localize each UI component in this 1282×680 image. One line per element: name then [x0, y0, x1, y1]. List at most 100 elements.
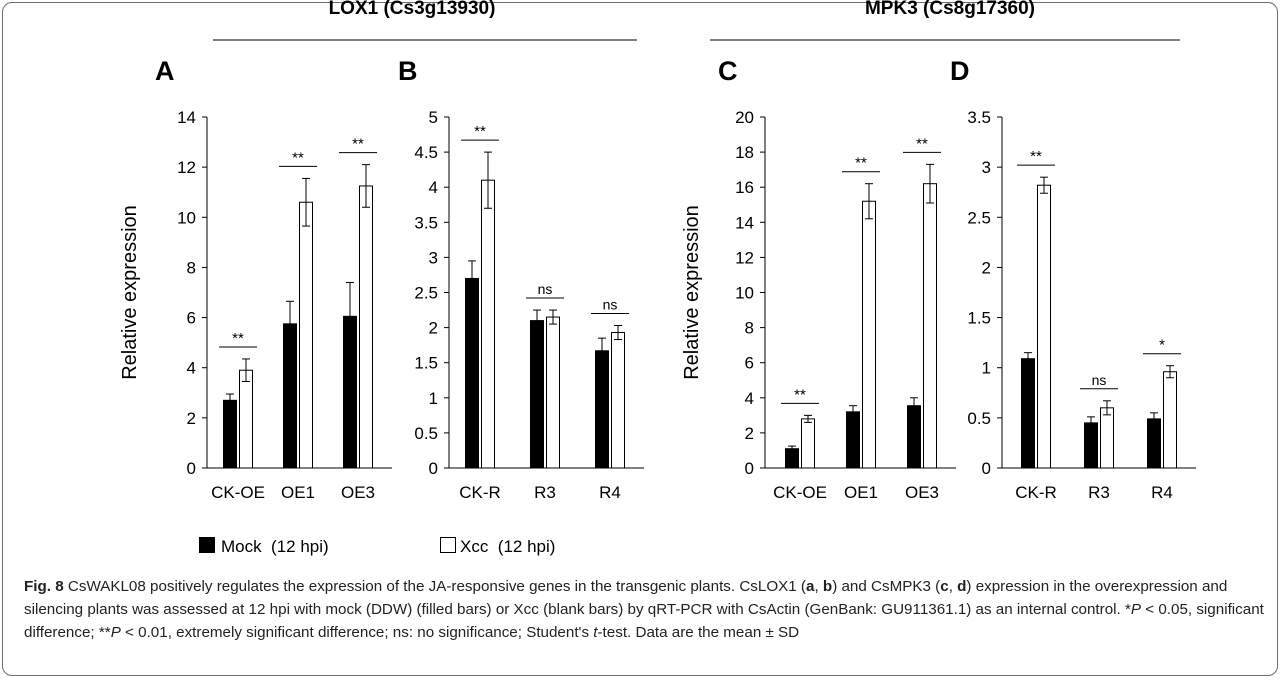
y-tick-label: 2 — [187, 409, 196, 428]
y-tick-label: 1 — [429, 389, 438, 408]
caption-segment: b — [823, 578, 832, 595]
x-tick-label: CK-OE — [773, 483, 827, 502]
bar-xcc-r3 — [547, 317, 560, 468]
y-tick-label: 0 — [745, 459, 754, 478]
y-axis-title: Relative expression — [119, 205, 141, 380]
y-tick-label: 2.5 — [967, 208, 991, 227]
y-tick-label: 10 — [735, 284, 754, 303]
panel-letter: B — [398, 56, 418, 86]
significance-label: ns — [538, 281, 553, 297]
y-tick-label: 0.5 — [414, 424, 438, 443]
caption-segment: c — [940, 578, 948, 595]
group-title-mpk3: MPK3 (Cs8g17360) — [865, 0, 1035, 19]
panel-letter: D — [950, 56, 970, 86]
y-tick-label: 4 — [429, 178, 438, 197]
y-tick-label: 6 — [187, 309, 196, 328]
bar-xcc-oe1 — [863, 201, 876, 468]
x-tick-label: OE3 — [905, 483, 939, 502]
significance-label: ** — [232, 330, 244, 347]
caption-segment: -test. Data are the mean ± SD — [598, 624, 800, 641]
x-tick-label: OE3 — [341, 483, 375, 502]
x-tick-label: R3 — [534, 483, 556, 502]
legend-label-mock: Mock (12 hpi) — [221, 537, 329, 556]
x-tick-label: R4 — [599, 483, 621, 502]
x-tick-label: R3 — [1088, 483, 1110, 502]
y-tick-label: 2 — [982, 258, 991, 277]
significance-label: * — [1159, 337, 1165, 354]
caption-segment: P — [1131, 601, 1141, 618]
bar-mock-ck-oe — [224, 400, 237, 468]
y-tick-label: 4 — [187, 359, 196, 378]
y-tick-label: 3 — [429, 248, 438, 267]
bar-xcc-r3 — [1101, 408, 1114, 468]
y-tick-label: 5 — [429, 108, 438, 127]
y-tick-label: 8 — [187, 258, 196, 277]
significance-label: ** — [292, 149, 304, 166]
y-tick-label: 6 — [745, 354, 754, 373]
x-tick-label: CK-R — [1015, 483, 1057, 502]
bar-mock-r4 — [596, 351, 609, 468]
significance-label: ** — [794, 386, 806, 403]
x-tick-label: R4 — [1151, 483, 1173, 502]
y-tick-label: 3.5 — [414, 213, 438, 232]
bar-mock-r3 — [531, 321, 544, 468]
caption-segment: ) and CsMPK3 ( — [832, 578, 940, 595]
bar-xcc-oe1 — [300, 202, 313, 468]
bar-mock-oe1 — [847, 412, 860, 468]
caption-segment: < 0.01, extremely significant difference… — [121, 624, 593, 641]
bar-mock-oe3 — [908, 406, 921, 468]
legend-swatch-mock — [199, 537, 215, 553]
y-tick-label: 2 — [429, 319, 438, 338]
y-tick-label: 1 — [982, 359, 991, 378]
y-tick-label: 20 — [735, 108, 754, 127]
figure-caption: Fig. 8 CsWAKL08 positively regulates the… — [24, 575, 1269, 644]
significance-label: ** — [916, 135, 928, 152]
panel-letter: A — [155, 56, 175, 86]
chart-panel-a: A 0 2 4 6 8 10 12 14 Relative expression CK-OE ** OE… — [119, 56, 392, 502]
group-title-lox1: LOX1 (Cs3g13930) — [329, 0, 496, 19]
x-tick-label: OE1 — [844, 483, 878, 502]
y-tick-label: 18 — [735, 143, 754, 162]
panel-letter: C — [718, 56, 738, 86]
chart-panel-b: B 0 0.5 1 1.5 2 2.5 3 3.5 4 4.5 5 CK-R ** R3 ns R4 ns — [398, 56, 644, 502]
bar-mock-ck-r — [466, 278, 479, 468]
y-tick-label: 0 — [429, 459, 438, 478]
y-tick-label: 12 — [735, 248, 754, 267]
y-tick-label: 8 — [745, 319, 754, 338]
chart-panel-d: D 0 0.5 1 1.5 2 2.5 3 3.5 CK-R ** R3 ns R4 * — [950, 56, 1196, 502]
y-tick-label: 0.5 — [967, 409, 991, 428]
y-axis-title: Relative expression — [681, 205, 703, 380]
bar-xcc-ck-r — [1038, 185, 1051, 468]
bar-xcc-ck-oe — [802, 419, 815, 468]
y-tick-label: 4.5 — [414, 143, 438, 162]
y-tick-label: 14 — [735, 213, 754, 232]
x-tick-label: OE1 — [281, 483, 315, 502]
bar-mock-r4 — [1148, 419, 1161, 468]
y-tick-label: 1.5 — [967, 309, 991, 328]
y-tick-label: 3 — [982, 158, 991, 177]
caption-label: Fig. 8 — [24, 578, 64, 595]
bar-xcc-ck-r — [482, 180, 495, 468]
caption-segment: , — [949, 578, 957, 595]
y-tick-label: 10 — [177, 208, 196, 227]
y-tick-label: 14 — [177, 108, 196, 127]
y-tick-label: 2.5 — [414, 284, 438, 303]
bar-xcc-ck-oe — [240, 370, 253, 468]
significance-label: ** — [352, 136, 364, 153]
legend-swatch-xcc — [441, 538, 456, 553]
y-tick-label: 3.5 — [967, 108, 991, 127]
significance-label: ** — [855, 155, 867, 172]
bar-xcc-r4 — [1164, 372, 1177, 468]
caption-segment: P — [111, 624, 121, 641]
significance-label: ** — [474, 123, 486, 140]
bar-mock-r3 — [1085, 423, 1098, 468]
legend-label-xcc: Xcc (12 hpi) — [460, 537, 555, 556]
y-tick-label: 12 — [177, 158, 196, 177]
y-tick-label: 16 — [735, 178, 754, 197]
caption-segment: , — [814, 578, 822, 595]
chart-panel-c: C 0 2 4 6 8 10 12 14 16 18 20 Relative expression CK-… — [681, 56, 956, 502]
significance-label: ns — [1092, 372, 1107, 388]
y-tick-label: 2 — [745, 424, 754, 443]
y-tick-label: 4 — [745, 389, 754, 408]
figure-svg: LOX1 (Cs3g13930) MPK3 (Cs8g17360) A 0 2 4 6 8… — [0, 0, 1282, 570]
